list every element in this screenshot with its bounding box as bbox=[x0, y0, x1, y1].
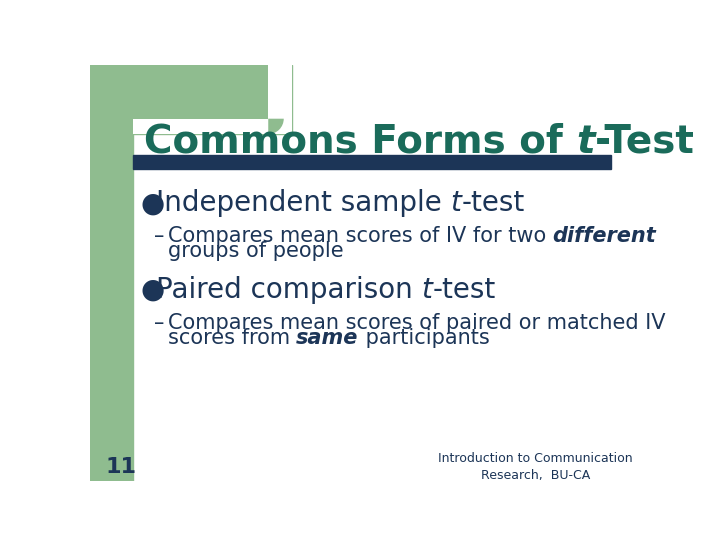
Text: -test: -test bbox=[462, 190, 525, 218]
Text: -Test: -Test bbox=[595, 123, 695, 161]
Text: -test: -test bbox=[433, 275, 495, 303]
Text: ●: ● bbox=[140, 275, 165, 303]
Text: Commons Forms of: Commons Forms of bbox=[144, 123, 577, 161]
Bar bbox=[90, 65, 132, 481]
Text: Introduction to Communication
Research,  BU-CA: Introduction to Communication Research, … bbox=[438, 452, 632, 482]
Text: groups of people: groups of people bbox=[168, 241, 343, 261]
Text: –: – bbox=[154, 313, 165, 333]
Bar bbox=[269, 65, 292, 134]
Bar bbox=[132, 119, 292, 134]
Text: Paired comparison: Paired comparison bbox=[156, 275, 421, 303]
Text: scores from: scores from bbox=[168, 328, 296, 348]
Text: different: different bbox=[552, 226, 656, 246]
Text: Independent sample: Independent sample bbox=[156, 190, 451, 218]
Bar bbox=[132, 155, 611, 168]
Text: t: t bbox=[577, 123, 595, 161]
Text: Compares mean scores of paired or matched IV: Compares mean scores of paired or matche… bbox=[168, 313, 665, 333]
Text: same: same bbox=[296, 328, 359, 348]
Text: Compares mean scores of IV for two: Compares mean scores of IV for two bbox=[168, 226, 552, 246]
Wedge shape bbox=[269, 119, 284, 134]
Text: t: t bbox=[451, 190, 462, 218]
Text: t: t bbox=[421, 275, 433, 303]
Text: ●: ● bbox=[140, 190, 165, 218]
Text: participants: participants bbox=[359, 328, 490, 348]
Bar bbox=[90, 65, 292, 134]
Text: –: – bbox=[154, 226, 165, 246]
Text: 11: 11 bbox=[106, 457, 137, 477]
